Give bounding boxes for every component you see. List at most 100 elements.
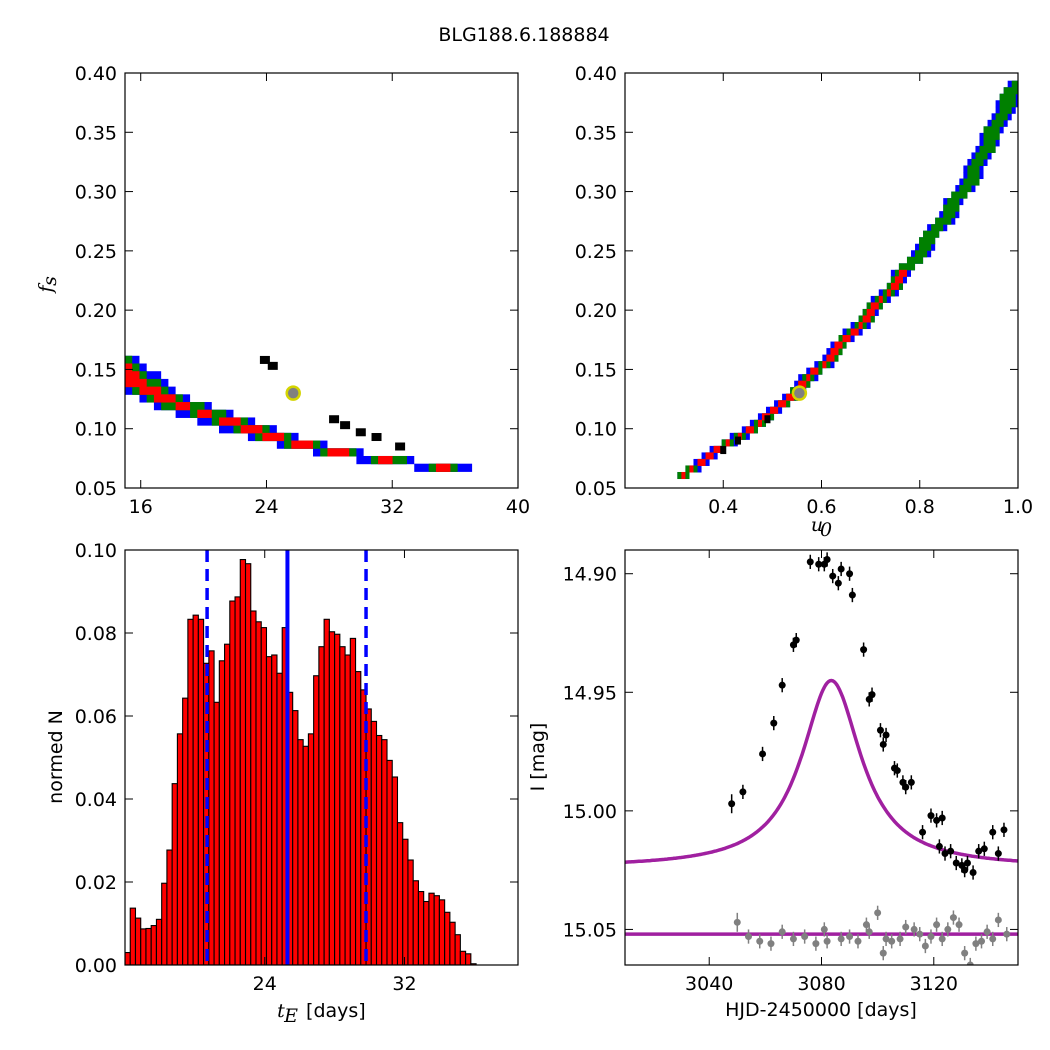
green-cell — [995, 113, 1008, 121]
green-cell — [931, 224, 944, 232]
model-curve — [625, 678, 1018, 864]
red-cell — [89, 348, 111, 356]
p4-xtick-label: 3120 — [910, 973, 958, 995]
green-cell — [53, 325, 89, 333]
gray-data-point — [846, 933, 854, 941]
blue-cell — [0, 132, 17, 140]
green-cell — [963, 178, 980, 186]
gray-data-point — [944, 925, 952, 933]
blue-cell — [0, 240, 53, 248]
histogram-bar — [323, 618, 330, 965]
black-data-point — [952, 859, 960, 867]
p3-ytick-label: 0.04 — [75, 789, 117, 811]
gray-data-point — [812, 940, 820, 948]
black-data-point — [778, 681, 786, 689]
black-data-point — [815, 560, 823, 568]
red-cell — [713, 445, 722, 453]
p4-xtick-label: 3040 — [685, 973, 733, 995]
black-data-point — [919, 828, 927, 836]
te-histogram-plot-area — [125, 550, 477, 965]
gray-data-point — [910, 925, 918, 933]
histogram-bar — [182, 697, 189, 965]
black-cell — [371, 433, 382, 442]
histogram-bar — [297, 739, 304, 965]
green-cell — [0, 171, 9, 179]
histogram-bar — [208, 650, 215, 965]
black-data-point — [770, 719, 778, 727]
p2-frame — [624, 72, 1019, 489]
histogram-bar — [349, 637, 357, 965]
green-cell — [959, 185, 972, 193]
fs-ylabel-main: f — [35, 283, 57, 295]
red-cell — [240, 425, 263, 434]
gray-data-point — [927, 933, 935, 941]
p3-ytick-label: 0.08 — [75, 623, 117, 645]
green-cell — [919, 237, 936, 245]
histogram-bar — [334, 633, 341, 965]
histogram-bar — [234, 596, 241, 965]
histogram-bar — [459, 950, 467, 965]
gray-data-point — [865, 928, 873, 936]
u0-xlabel-sub: 0 — [820, 519, 832, 541]
black-data-point — [933, 816, 941, 824]
histogram-bar — [438, 899, 446, 965]
blue-cell — [17, 294, 82, 302]
black-cell — [395, 442, 406, 451]
green-cell — [999, 100, 1016, 108]
histogram-bar — [433, 895, 440, 965]
green-cell — [983, 132, 1000, 140]
green-cell — [0, 101, 2, 109]
black-data-point — [846, 570, 854, 578]
red-cell — [770, 406, 779, 414]
p4-xtick-label: 3080 — [797, 973, 845, 995]
black-data-point — [792, 636, 800, 644]
green-cell — [999, 106, 1012, 114]
green-cell — [38, 302, 74, 310]
black-data-point — [994, 850, 1002, 858]
black-data-point — [739, 788, 747, 796]
p1-ytick-label: 0.25 — [75, 241, 117, 263]
p2-ytick-label: 0.20 — [575, 300, 617, 322]
green-cell — [0, 125, 2, 133]
black-data-point — [980, 845, 988, 853]
green-cell — [31, 294, 67, 302]
gray-data-point — [888, 937, 896, 945]
histogram-ylabel: normed N — [45, 710, 67, 804]
green-cell — [0, 163, 9, 171]
blue-cell — [67, 348, 125, 356]
histogram-bar — [155, 918, 163, 965]
p1-xtick-label: 32 — [380, 496, 404, 518]
gray-data-point — [789, 935, 797, 943]
gray-data-point — [966, 961, 974, 965]
red-cell — [125, 371, 140, 380]
p3-ytick-label: 0.00 — [75, 955, 117, 977]
p1-ytick-label: 0.20 — [75, 300, 117, 322]
red-cell — [737, 432, 742, 440]
histogram-bar — [265, 656, 273, 965]
red-cell — [45, 302, 67, 310]
histogram-bar — [140, 928, 147, 965]
green-cell — [0, 179, 17, 187]
histogram-bar — [260, 627, 268, 965]
gray-data-point — [801, 933, 809, 941]
histogram-bar — [213, 701, 220, 965]
gray-data-point — [756, 937, 764, 945]
red-cell — [153, 394, 176, 403]
black-data-point — [848, 591, 856, 599]
blue-cell — [0, 248, 53, 256]
p1-xtick-label: 24 — [254, 496, 278, 518]
gray-data-point — [733, 918, 741, 926]
red-cell — [378, 455, 393, 465]
histogram-bar — [339, 646, 346, 965]
histogram-bar — [150, 925, 157, 965]
red-cell — [24, 263, 46, 271]
histogram-bar — [161, 882, 168, 965]
black-data-point — [823, 555, 831, 563]
green-cell — [898, 263, 916, 271]
histogram-bar — [176, 733, 184, 965]
p3-ytick-label: 0.02 — [75, 872, 117, 894]
histogram-bar — [470, 963, 477, 965]
p3-ytick-label: 0.10 — [75, 540, 117, 562]
red-cell — [826, 354, 835, 362]
green-cell — [979, 145, 996, 153]
